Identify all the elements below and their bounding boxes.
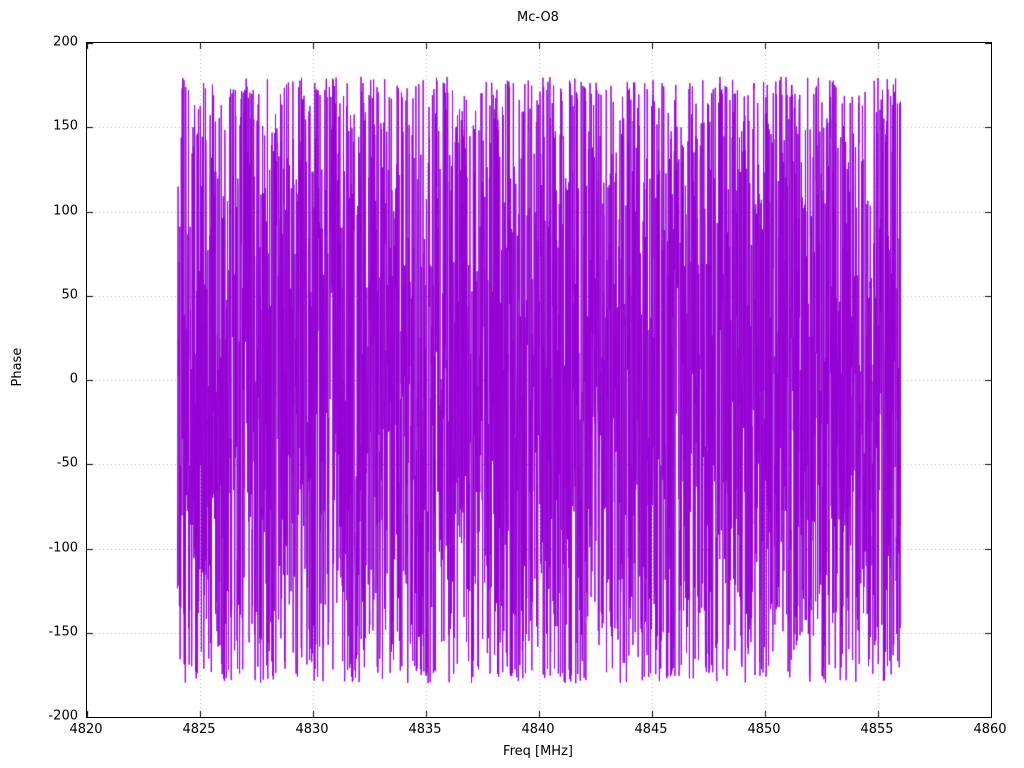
y-tick-label: 0 bbox=[69, 371, 78, 387]
x-tick-label: 4835 bbox=[408, 722, 442, 737]
x-tick-label: 4860 bbox=[973, 722, 1007, 737]
plot-area bbox=[86, 42, 992, 718]
x-tick-label: 4825 bbox=[182, 722, 216, 737]
x-tick-label: 4850 bbox=[747, 722, 781, 737]
x-axis-label: Freq [MHz] bbox=[503, 744, 573, 759]
y-tick-label: -150 bbox=[48, 624, 78, 640]
x-tick-label: 4830 bbox=[295, 722, 329, 737]
y-tick-label: 150 bbox=[53, 118, 78, 134]
y-tick-label: 200 bbox=[53, 34, 78, 50]
y-tick-label: 100 bbox=[53, 203, 78, 218]
plot-canvas bbox=[87, 43, 991, 717]
y-tick-label: -200 bbox=[48, 708, 78, 724]
x-tick-label: 4845 bbox=[634, 722, 668, 737]
chart-title: Mc-O8 bbox=[517, 10, 559, 25]
y-tick-label: 50 bbox=[61, 287, 78, 303]
x-tick-label: 4820 bbox=[69, 722, 103, 737]
y-tick-label: -100 bbox=[48, 540, 78, 555]
y-tick-label: -50 bbox=[56, 455, 78, 471]
x-tick-label: 4840 bbox=[521, 722, 555, 737]
x-tick-label: 4855 bbox=[860, 722, 894, 737]
